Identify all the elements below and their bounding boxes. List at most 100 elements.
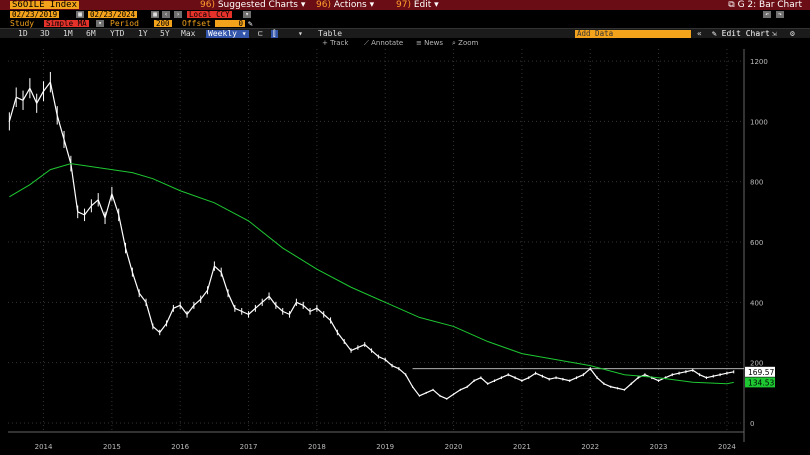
range-1y[interactable]: 1Y: [138, 29, 148, 38]
price-line-segment: [610, 386, 618, 389]
zoom-tool[interactable]: ⌕ Zoom: [452, 39, 479, 47]
range-5y[interactable]: 5Y: [160, 29, 170, 38]
price-line-segment: [336, 332, 345, 342]
price-line-segment: [719, 372, 728, 376]
news-tool[interactable]: ≡ News: [416, 39, 444, 47]
x-tick-label: 2016: [171, 443, 189, 451]
chart-toolbar: + Track ⟋ Annotate ≡ News ⌕ Zoom: [0, 39, 810, 48]
track-tool[interactable]: + Track: [322, 39, 349, 47]
pencil-icon[interactable]: ✎: [248, 19, 253, 28]
prev-arrow-icon[interactable]: ‹: [162, 11, 170, 18]
end-date-field[interactable]: 02/23/2024: [88, 10, 138, 19]
range-3d[interactable]: 3D: [40, 29, 50, 38]
gear-icon[interactable]: ⚙: [790, 29, 795, 38]
suggested-charts-menu[interactable]: 96) Suggested Charts ▾: [200, 0, 306, 10]
price-line-segment: [220, 271, 229, 294]
start-date-field[interactable]: 02/23/2019: [10, 10, 60, 19]
price-line-segment: [494, 377, 502, 382]
price-line-segment: [227, 293, 236, 309]
next-arrow-icon[interactable]: ›: [174, 11, 182, 18]
calendar-icon[interactable]: ▦: [151, 11, 159, 18]
range-ytd[interactable]: YTD: [110, 29, 125, 38]
price-line-segment: [234, 307, 242, 312]
study-label: Study: [10, 19, 35, 28]
price-line-segment: [36, 90, 45, 104]
study-select[interactable]: Simple MA: [44, 19, 89, 28]
x-tick-label: 2020: [445, 443, 463, 451]
price-line-segment: [8, 97, 17, 122]
menu-number: 96): [316, 0, 331, 10]
y-tick-label: 800: [750, 179, 763, 187]
range-1m[interactable]: 1M: [63, 29, 73, 38]
price-line-segment: [405, 374, 414, 388]
collapse-icon[interactable]: «: [697, 29, 702, 38]
offset-field[interactable]: 0: [215, 20, 245, 27]
offset-label: Offset: [182, 19, 211, 28]
price-line-segment: [412, 386, 420, 397]
add-data-field[interactable]: Add Data: [575, 30, 691, 38]
x-tick-label: 2023: [650, 443, 668, 451]
price-line-segment: [261, 295, 270, 303]
annotate-tool[interactable]: ⟋ Annotate: [364, 39, 404, 47]
price-line-segment: [343, 341, 352, 351]
currency-select[interactable]: Local CCY: [187, 10, 232, 19]
title-bar: S6OILE Index 96) Suggested Charts ▾ 96) …: [0, 0, 810, 10]
calendar-icon[interactable]: ▦: [76, 11, 84, 18]
price-line-segment: [425, 389, 434, 394]
price-line-segment: [535, 372, 543, 377]
chart-settings-icon[interactable]: ⇲: [772, 29, 777, 38]
range-max[interactable]: Max: [181, 29, 196, 38]
range-6m[interactable]: 6M: [86, 29, 96, 38]
edit-chart-button[interactable]: ✎ Edit Chart: [712, 29, 770, 38]
period-field[interactable]: 200: [154, 19, 172, 28]
price-line-segment: [432, 389, 441, 397]
frequency-label: Weekly: [208, 29, 237, 38]
price-line-segment: [165, 308, 174, 324]
chevron-down-icon[interactable]: ▾: [96, 20, 104, 27]
price-line-segment: [528, 372, 536, 379]
x-tick-label: 2021: [513, 443, 531, 451]
price-line-segment: [549, 377, 557, 380]
price-line-segment: [138, 292, 147, 303]
price-line-segment: [384, 359, 393, 367]
range-bar: 1D 3D 1M 6M YTD 1Y 5Y Max Weekly ▾ ⊏ ⫿ ▾…: [0, 28, 810, 38]
frequency-select[interactable]: Weekly ▾: [206, 29, 249, 38]
price-chart[interactable]: 0 200 400 600 800 1000 1200 2014 2015 2016 2017 201…: [0, 47, 810, 455]
price-line-segment: [268, 295, 277, 306]
period-label: Period: [110, 19, 139, 28]
window-title: G 2: Bar Chart: [737, 0, 802, 10]
redo-icon[interactable]: ↷: [776, 11, 784, 18]
price-line-segment: [480, 377, 489, 385]
price-line-segment: [309, 307, 318, 312]
price-line-segment: [77, 211, 85, 216]
price-line-segment: [193, 298, 202, 306]
undo-icon[interactable]: ↶: [763, 11, 771, 18]
chart-type-icon[interactable]: ⊏: [258, 29, 263, 38]
actions-menu[interactable]: 96) Actions ▾: [316, 0, 375, 10]
price-line-segment: [124, 247, 133, 273]
ticker-field[interactable]: S6OILE Index: [10, 0, 80, 10]
table-button[interactable]: Table: [318, 29, 343, 38]
price-line-segment: [692, 369, 700, 376]
chevron-down-icon[interactable]: ▾: [298, 29, 303, 38]
price-line-segment: [439, 395, 447, 400]
menu-number: 96): [200, 0, 215, 10]
price-line-segment: [22, 87, 31, 101]
edit-chart-label: Edit Chart: [721, 29, 770, 38]
menu-label: Actions: [333, 0, 367, 10]
study-bar: Study Simple MA ▾ Period 200 Offset 0 ✎: [0, 19, 810, 28]
range-1d[interactable]: 1D: [18, 29, 28, 38]
price-line-segment: [275, 304, 284, 312]
price-line-segment: [603, 383, 611, 388]
popout-icon[interactable]: ⧉: [728, 0, 735, 10]
price-line-segment: [70, 163, 79, 212]
price-line-segment: [90, 199, 99, 207]
price-line-segment: [97, 199, 106, 219]
price-line-segment: [371, 350, 379, 358]
price-line-segment: [350, 347, 359, 352]
price-line-segment: [562, 378, 570, 382]
chevron-down-icon[interactable]: ▾: [243, 11, 251, 18]
bar-style-icon[interactable]: ⫿: [271, 29, 278, 38]
price-line-segment: [254, 301, 263, 309]
edit-menu[interactable]: 97) Edit ▾: [396, 0, 439, 10]
